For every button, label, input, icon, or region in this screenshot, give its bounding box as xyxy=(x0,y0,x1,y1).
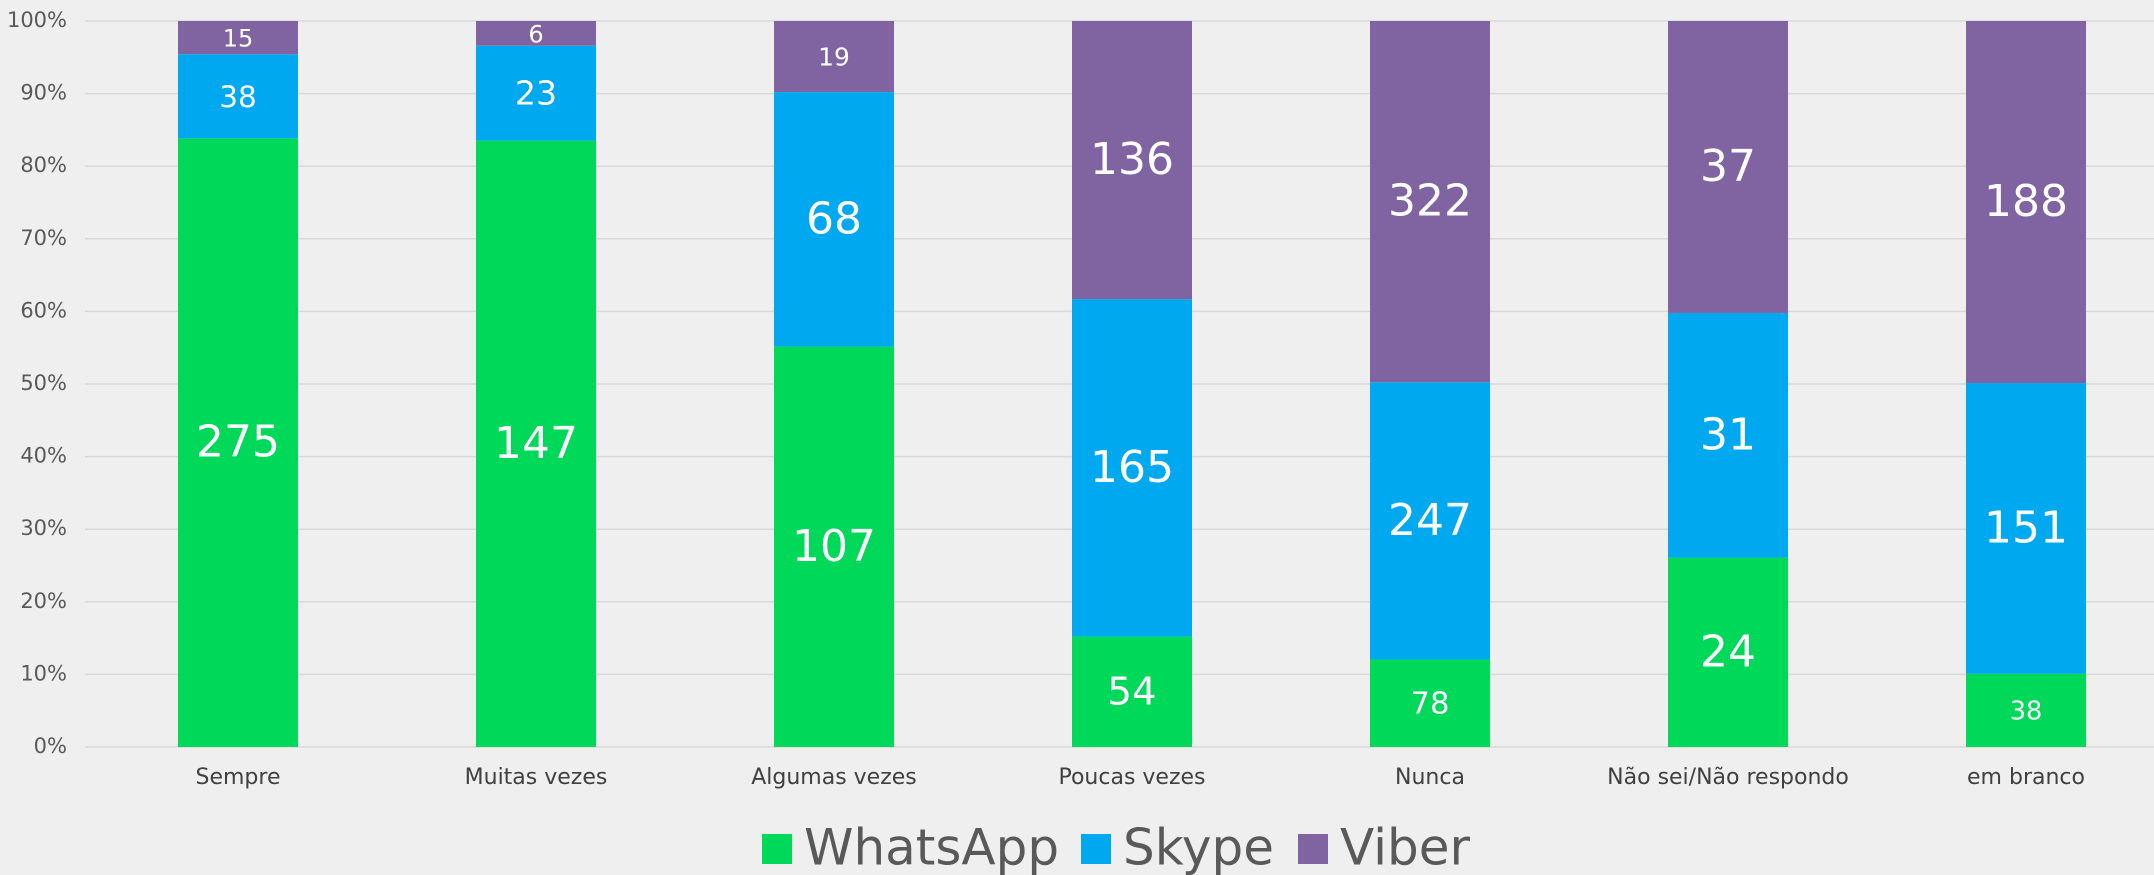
data-label: 54 xyxy=(1107,669,1156,714)
data-label: 24 xyxy=(1700,626,1756,677)
bar-segment xyxy=(1370,659,1490,747)
data-label: 247 xyxy=(1388,495,1472,546)
y-tick-label: 40% xyxy=(20,444,67,468)
bar-segment xyxy=(178,21,298,55)
y-tick-label: 100% xyxy=(7,8,67,32)
y-tick-label: 30% xyxy=(20,516,67,540)
y-tick-label: 50% xyxy=(20,371,67,395)
bar-segment xyxy=(1370,21,1490,383)
bar-segment xyxy=(1966,673,2086,747)
bar-segment xyxy=(1072,636,1192,747)
x-tick-label: Algumas vezes xyxy=(751,765,917,790)
bar-segment xyxy=(178,138,298,747)
data-label: 107 xyxy=(792,521,876,572)
x-tick-label: Não sei/Não respondo xyxy=(1607,765,1849,790)
bar-segment xyxy=(774,21,894,93)
bar-segment xyxy=(1072,299,1192,637)
data-label: 6 xyxy=(528,20,543,48)
y-tick-label: 90% xyxy=(20,81,67,105)
bar-segment xyxy=(774,92,894,347)
bar-segment xyxy=(476,45,596,141)
y-tick-label: 20% xyxy=(20,589,67,613)
bar-segment xyxy=(1668,557,1788,747)
data-label: 23 xyxy=(515,74,557,113)
data-label: 38 xyxy=(2010,696,2043,726)
data-label: 19 xyxy=(818,43,850,72)
x-tick-label: Nunca xyxy=(1395,765,1465,790)
x-tick-label: Sempre xyxy=(196,765,281,790)
data-label: 37 xyxy=(1700,141,1756,192)
bar-segment xyxy=(476,21,596,46)
y-tick-label: 0% xyxy=(34,734,67,758)
legend-label: Skype xyxy=(1123,819,1274,875)
bar-segment xyxy=(178,54,298,139)
data-label: 38 xyxy=(219,80,256,114)
x-tick-label: Poucas vezes xyxy=(1058,765,1205,790)
y-tick-label: 80% xyxy=(20,153,67,177)
data-label: 31 xyxy=(1700,409,1756,460)
bar-segment xyxy=(1966,383,2086,674)
legend-label: WhatsApp xyxy=(804,819,1059,875)
x-tick-label: em branco xyxy=(1967,765,2085,790)
legend-swatch xyxy=(1298,834,1328,864)
bar-segment xyxy=(1668,312,1788,558)
data-label: 78 xyxy=(1411,687,1450,722)
data-label: 165 xyxy=(1090,442,1174,493)
x-tick-label: Muitas vezes xyxy=(465,765,608,790)
data-label: 275 xyxy=(196,417,280,468)
data-label: 151 xyxy=(1984,502,2068,553)
data-label: 15 xyxy=(223,25,254,53)
legend-label: Viber xyxy=(1340,819,1470,875)
y-tick-label: 70% xyxy=(20,226,67,250)
legend-swatch xyxy=(1081,834,1111,864)
data-label: 68 xyxy=(806,193,862,244)
data-label: 188 xyxy=(1984,176,2068,227)
legend-swatch xyxy=(762,834,792,864)
data-label: 136 xyxy=(1090,134,1174,185)
bar-segment xyxy=(774,346,894,747)
data-label: 322 xyxy=(1388,176,1472,227)
bar-segment xyxy=(1668,21,1788,313)
bar-segment xyxy=(1370,382,1490,660)
y-tick-label: 60% xyxy=(20,298,67,322)
bar-segment xyxy=(1072,21,1192,300)
bar-segment xyxy=(476,140,596,747)
bar-segment xyxy=(1966,21,2086,384)
data-label: 147 xyxy=(494,418,578,469)
y-tick-label: 10% xyxy=(20,661,67,685)
